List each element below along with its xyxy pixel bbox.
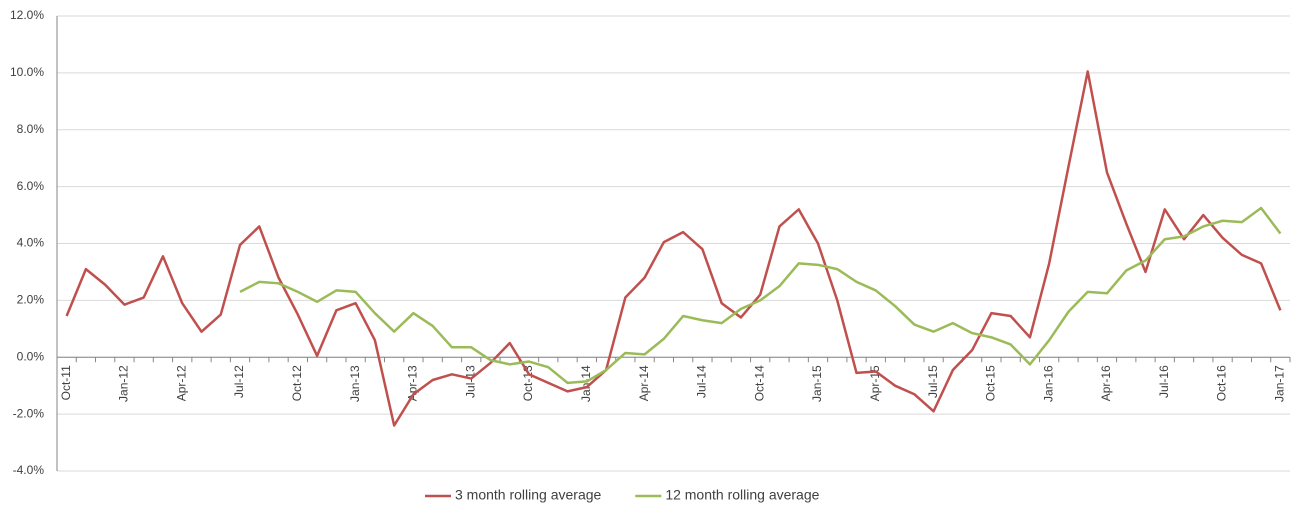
x-tick-label: Apr-16 xyxy=(1099,365,1113,401)
x-tick-label: Oct-12 xyxy=(290,365,304,401)
x-tick-label: Jul-15 xyxy=(926,365,940,398)
x-tick-label: Oct-11 xyxy=(59,365,73,400)
series-line xyxy=(239,206,1282,385)
y-tick-label: -4.0% xyxy=(13,463,45,477)
x-tick-label: Jul-16 xyxy=(1157,365,1171,398)
y-tick-label: -2.0% xyxy=(13,406,45,420)
x-tick-label: Oct-14 xyxy=(752,365,766,401)
x-tick-label: Oct-16 xyxy=(1215,365,1229,401)
y-tick-label: 12.0% xyxy=(10,8,44,22)
x-tick-label: Jan-13 xyxy=(348,365,362,402)
x-tick-label: Oct-13 xyxy=(521,365,535,401)
legend-label: 12 month rolling average xyxy=(665,487,819,503)
x-tick-label: Jul-12 xyxy=(232,365,246,398)
x-tick-label: Oct-15 xyxy=(984,365,998,401)
x-tick-label: Jan-14 xyxy=(579,365,593,402)
x-tick-label: Jan-15 xyxy=(810,365,824,402)
legend-label: 3 month rolling average xyxy=(455,487,602,503)
x-tick-label: Jan-16 xyxy=(1041,365,1055,402)
y-tick-label: 0.0% xyxy=(17,349,45,363)
y-tick-label: 10.0% xyxy=(10,65,44,79)
x-tick-label: Jul-13 xyxy=(463,365,477,398)
x-tick-label: Jan-17 xyxy=(1273,365,1287,402)
x-tick-label: Jul-14 xyxy=(695,365,709,398)
y-tick-label: 2.0% xyxy=(17,293,45,307)
x-tick-label: Jan-12 xyxy=(117,365,131,402)
y-tick-label: 8.0% xyxy=(17,122,45,136)
x-tick-label: Apr-14 xyxy=(637,365,651,401)
y-tick-label: 4.0% xyxy=(17,236,45,250)
series-line xyxy=(65,70,1282,427)
x-tick-label: Apr-12 xyxy=(174,365,188,401)
y-tick-label: 6.0% xyxy=(17,179,45,193)
